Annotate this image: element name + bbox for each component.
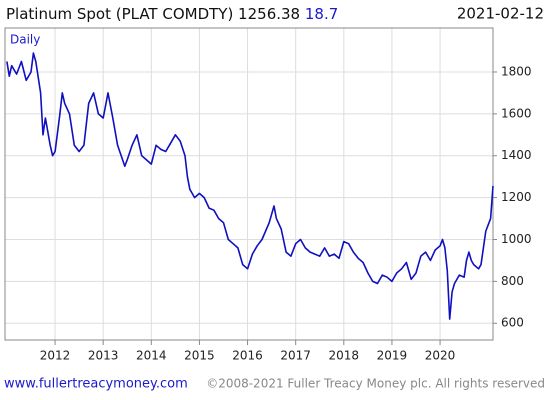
y-tick-label: 1600 [501,106,532,120]
y-tick-label: 800 [501,274,524,288]
x-tick-label: 2015 [184,349,215,363]
y-tick-label: 1000 [501,232,532,246]
frequency-label: Daily [10,33,40,47]
x-tick-label: 2019 [377,349,408,363]
change-value: 18.7 [305,5,338,23]
y-tick-label: 600 [501,316,524,330]
chart-title: Platinum Spot (PLAT COMDTY) 1256.38 18.7 [6,5,338,23]
y-tick-label: 1800 [501,64,532,78]
x-tick-label: 2012 [40,349,71,363]
price-line [6,52,494,320]
x-tick-label: 2013 [88,349,119,363]
title-text: Platinum Spot (PLAT COMDTY) 1256.38 [6,5,300,23]
y-tick-label: 1400 [501,148,532,162]
plot-frame [4,27,494,341]
x-tick-label: 2017 [280,349,311,363]
date-label: 2021-02-12 [457,5,544,23]
y-tick-label: 1200 [501,190,532,204]
source-url: www.fullertreacymoney.com [4,377,188,392]
x-tick-label: 2018 [329,349,360,363]
x-tick-label: 2016 [232,349,263,363]
x-tick-label: 2020 [425,349,456,363]
x-tick-label: 2014 [136,349,167,363]
copyright: ©2008-2021 Fuller Treacy Money plc. All … [206,377,545,391]
